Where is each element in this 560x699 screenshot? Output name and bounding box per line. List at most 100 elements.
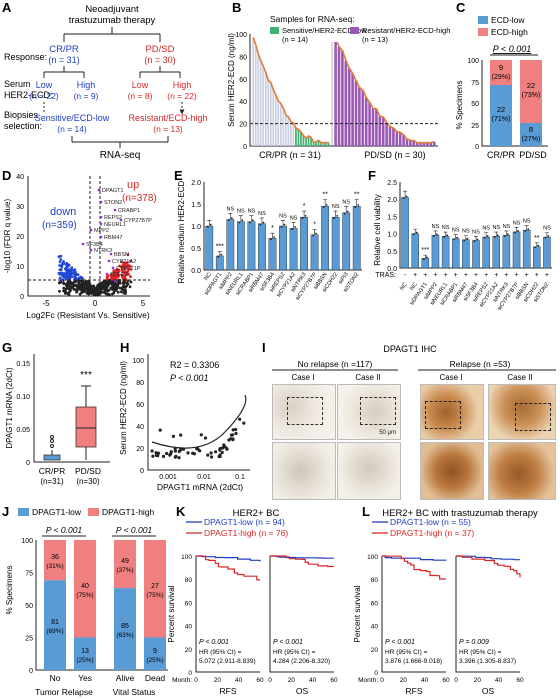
f-bar bbox=[411, 233, 419, 269]
e-significance: ** bbox=[322, 191, 328, 198]
f-errorbar bbox=[463, 235, 468, 240]
km-xtick: 40 bbox=[309, 677, 317, 684]
d-point bbox=[70, 272, 74, 275]
e-datapoint bbox=[249, 221, 251, 224]
g-box2-whisker bbox=[81, 385, 91, 460]
a-low1: Low bbox=[36, 80, 53, 90]
b-bar bbox=[412, 140, 416, 146]
g-ytick: 0.15 bbox=[16, 361, 30, 368]
km-legend-low: DPAGT1-low (n = 94) bbox=[204, 517, 285, 527]
a-tree-lines bbox=[63, 27, 161, 42]
e-errorbar bbox=[259, 217, 264, 224]
e-significance: NS bbox=[342, 199, 350, 205]
f-tras-sign: + bbox=[474, 272, 478, 279]
f-tras-sign: + bbox=[514, 272, 518, 279]
f-significance: NS bbox=[482, 226, 490, 232]
a-low2-n: (n = 8) bbox=[128, 91, 153, 101]
c-bar1-high-n: 9 bbox=[499, 63, 503, 72]
j-bar-low-n: 85 bbox=[121, 623, 129, 630]
j-bar-low bbox=[44, 580, 66, 670]
panel-l: L HER2+ BC with trastuzumab therapy DPAG… bbox=[353, 504, 538, 696]
h-axes bbox=[147, 354, 250, 471]
c-bar2-low-p: (27%) bbox=[522, 136, 541, 143]
b-ytick: 0 bbox=[243, 144, 247, 151]
g-box1 bbox=[43, 454, 61, 461]
km-xtick: 40 bbox=[421, 677, 429, 684]
j-ylabel: % Specimens bbox=[5, 566, 14, 615]
km-ytick: 80 bbox=[185, 577, 193, 584]
b-bar bbox=[310, 137, 312, 146]
f-ytick: 0.5 bbox=[387, 249, 397, 256]
f-datapoint bbox=[466, 237, 469, 240]
e-datapoint bbox=[346, 210, 349, 213]
b-bar bbox=[295, 128, 297, 146]
d-point bbox=[120, 265, 124, 269]
h-point bbox=[220, 450, 224, 455]
d-point bbox=[78, 276, 82, 279]
d-point bbox=[118, 286, 122, 290]
h-point bbox=[177, 456, 181, 460]
d-point bbox=[58, 264, 62, 267]
km-hr-value: 5.072 (2.911-8.839) bbox=[199, 658, 256, 665]
d-point bbox=[126, 282, 130, 286]
j-bar-high bbox=[44, 540, 66, 581]
h-point bbox=[220, 446, 225, 450]
g-ytick: 0.05 bbox=[16, 427, 30, 434]
h-point bbox=[156, 451, 161, 455]
c-legend-low: ECD-low bbox=[491, 15, 525, 25]
a-high2-n: (n = 22) bbox=[167, 91, 197, 101]
d-point bbox=[118, 264, 121, 268]
e-datapoint bbox=[354, 206, 357, 208]
d-ylabel: -log10 (FDR q value) bbox=[3, 199, 12, 274]
h-pvalue: P < 0.001 bbox=[170, 373, 208, 383]
d-point bbox=[112, 289, 116, 292]
b-bar bbox=[378, 116, 382, 146]
f-errorbar bbox=[413, 228, 418, 234]
b-bar bbox=[415, 142, 419, 146]
b-ytick: 80 bbox=[239, 54, 247, 61]
d-point bbox=[67, 263, 71, 267]
e-significance: *** bbox=[216, 244, 224, 251]
b-bar bbox=[409, 140, 412, 146]
h-point bbox=[150, 449, 154, 453]
c-bar2-high-p: (73%) bbox=[522, 92, 541, 99]
km-ylabel: Percent survival bbox=[353, 585, 362, 642]
f-ylabel: Relative cell viability bbox=[373, 194, 382, 266]
e-errorbar bbox=[302, 210, 307, 218]
h-point bbox=[199, 433, 203, 437]
d-gene-label: REPS2 bbox=[104, 215, 122, 221]
d-point bbox=[70, 275, 74, 279]
d-point bbox=[65, 282, 68, 285]
b-bar bbox=[351, 73, 354, 146]
h-point bbox=[231, 437, 235, 441]
km-xtick: 20 bbox=[214, 677, 222, 684]
d-gene-point bbox=[113, 279, 117, 283]
e-errorbar bbox=[270, 232, 275, 239]
f-datapoint bbox=[527, 228, 530, 231]
km-xtick: 60 bbox=[330, 677, 338, 684]
d-gene-point bbox=[107, 259, 111, 263]
d-point bbox=[95, 292, 98, 296]
d-gene-point bbox=[105, 272, 109, 276]
j-ytick: 0 bbox=[29, 668, 33, 675]
c-legend-swatch-high bbox=[478, 28, 488, 36]
i-relapse: Relapse (n =53) bbox=[450, 359, 511, 369]
f-datapoint bbox=[534, 246, 537, 249]
h-point bbox=[224, 446, 228, 450]
km-xlabel: OS bbox=[296, 686, 309, 696]
d-gene-point bbox=[99, 222, 103, 226]
f-datapoint bbox=[422, 258, 425, 260]
panel-j: J DPAGT1-low DPAGT1-high P < 0.001 P < 0… bbox=[2, 504, 168, 697]
d-point bbox=[75, 285, 79, 288]
a-response-label: Response: bbox=[4, 52, 47, 62]
d-gene-label: MPP2 bbox=[94, 228, 109, 234]
j-group-1: Tumor Relapse bbox=[35, 687, 93, 697]
a-tree-lines-3 bbox=[71, 136, 169, 148]
km-ytick: 20 bbox=[371, 647, 379, 654]
d-point bbox=[59, 280, 62, 284]
b-bar bbox=[269, 82, 272, 146]
d-up-label: up bbox=[127, 179, 139, 191]
km-curve-high bbox=[382, 555, 446, 580]
f-tras-sign: + bbox=[504, 272, 508, 279]
d-point bbox=[119, 290, 123, 294]
